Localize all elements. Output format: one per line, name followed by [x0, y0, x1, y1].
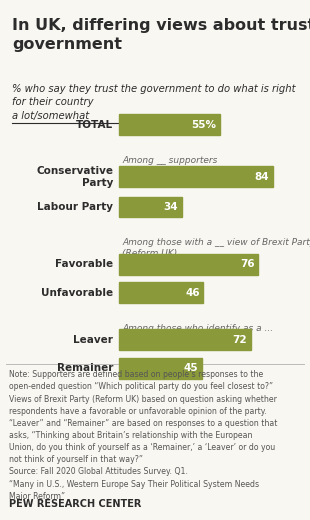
- Text: 34: 34: [163, 202, 178, 212]
- Text: % who say they trust the government to do what is right
for their country: % who say they trust the government to d…: [12, 84, 296, 107]
- Bar: [119, 329, 251, 350]
- Bar: [119, 114, 220, 135]
- Text: 84: 84: [255, 172, 269, 182]
- Bar: [119, 254, 258, 275]
- Bar: [119, 358, 202, 379]
- Text: 55%: 55%: [191, 120, 216, 130]
- Text: Conservative
Party: Conservative Party: [36, 166, 113, 188]
- Text: Remainer: Remainer: [57, 363, 113, 373]
- Text: Labour Party: Labour Party: [37, 202, 113, 212]
- Text: Favorable: Favorable: [55, 259, 113, 269]
- Text: 72: 72: [233, 334, 247, 345]
- Text: a lot/somewhat: a lot/somewhat: [12, 111, 90, 121]
- Text: Leaver: Leaver: [73, 334, 113, 345]
- Bar: [119, 197, 182, 217]
- Text: In UK, differing views about trust in
government: In UK, differing views about trust in go…: [12, 18, 310, 52]
- Text: PEW RESEARCH CENTER: PEW RESEARCH CENTER: [9, 499, 142, 509]
- Bar: [119, 166, 273, 187]
- Text: Among __ supporters: Among __ supporters: [122, 156, 218, 165]
- Text: Among those with a __ view of Brexit Party
(Reform UK): Among those with a __ view of Brexit Par…: [122, 238, 310, 258]
- Text: Unfavorable: Unfavorable: [41, 288, 113, 298]
- Text: TOTAL: TOTAL: [76, 120, 113, 130]
- Bar: [119, 282, 203, 303]
- Text: 45: 45: [183, 363, 198, 373]
- Text: Note: Supporters are defined based on people’s responses to the
open-ended quest: Note: Supporters are defined based on pe…: [9, 370, 278, 501]
- Text: 46: 46: [185, 288, 200, 298]
- Text: Among those who identify as a ...: Among those who identify as a ...: [122, 324, 273, 333]
- Text: 76: 76: [240, 259, 255, 269]
